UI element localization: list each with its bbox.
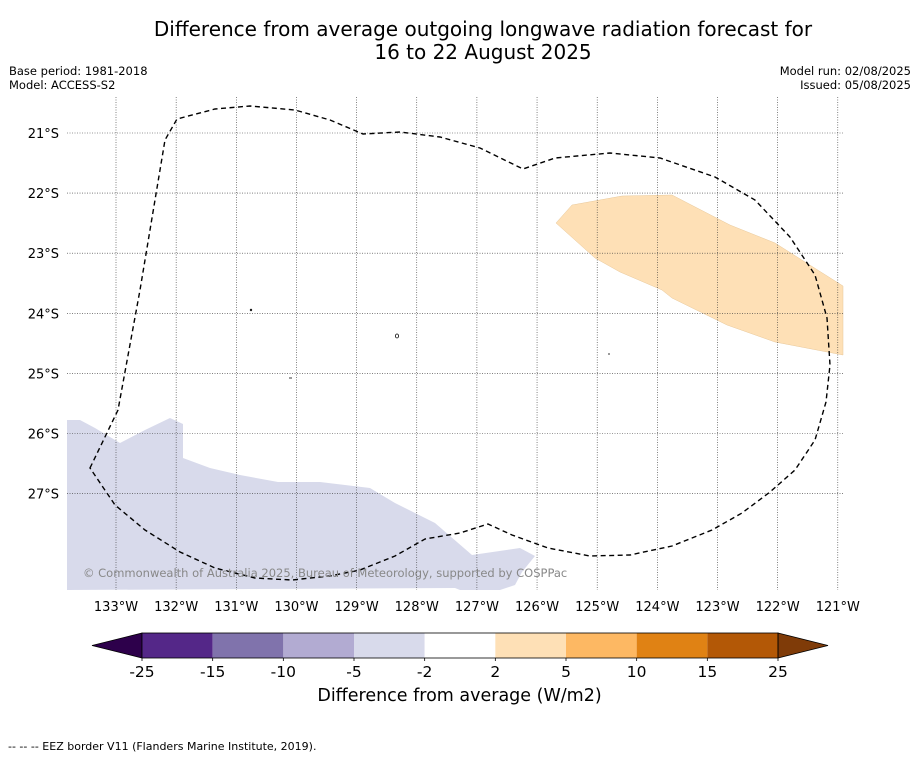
colorbar-swatch [707,633,778,658]
latitude-label: 23°S [28,247,59,262]
longitude-label: 130°W [274,600,318,615]
colorbar-swatch [354,633,425,658]
colorbar-swatch [636,633,708,658]
latitude-label: 24°S [28,307,59,322]
longitude-labels: 133°W 132°W 131°W 130°W 129°W 128°W 127°W 126°W… [94,600,860,615]
longitude-label: 123°W [695,600,739,615]
base-period: Base period: 1981-2018 [9,64,148,78]
title-line-1: Difference from average outgoing longwav… [153,17,813,41]
latitude-label: 21°S [28,127,59,142]
colorbar-swatch [283,633,354,658]
map-title: Difference from average outgoing longwav… [0,18,919,64]
longitude-label: 132°W [154,600,198,615]
colorbar-tick-label: 25 [768,663,788,681]
latitude-label: 22°S [28,187,59,202]
latitude-label: 25°S [28,367,59,382]
islands [249,308,610,379]
longitude-label: 125°W [575,600,619,615]
island-marker [249,308,253,312]
longitude-label: 129°W [335,600,379,615]
longitude-label: 122°W [756,600,800,615]
colorbar-swatch [566,633,637,658]
issued-date: Issued: 05/08/2025 [800,78,911,92]
longitude-label: 128°W [395,600,439,615]
colorbar-tick-label: 5 [561,663,571,681]
longitude-label: 121°W [816,600,860,615]
latitude-label: 26°S [28,428,59,443]
colorbar-tick-label: -15 [200,663,225,681]
map-panel: © Commonwealth of Australia 2025, Bureau… [67,97,844,590]
eez-border [89,105,831,581]
colorbar-tick-label: -2 [417,663,432,681]
model-run-date: Model run: 02/08/2025 [779,64,911,78]
run-info-left: Base period: 1981-2018 Model: ACCESS-S2 [9,64,148,92]
eez-legend-note: -- -- -- EEZ border V11 (Flanders Marine… [8,740,317,753]
colorbar-swatch [212,633,284,658]
latitude-label: 27°S [28,488,59,503]
colorbar: -25 -15 -10 -5 -2 2 5 10 15 25 [91,632,829,681]
negative-anomaly-region [67,418,535,590]
model-name: Model: ACCESS-S2 [9,78,116,92]
colorbar-tick-label: -10 [271,663,296,681]
copyright-notice: © Commonwealth of Australia 2025, Bureau… [83,566,567,580]
colorbar-tick-label: 10 [627,663,647,681]
island-marker [394,333,399,339]
run-info-right: Model run: 02/08/2025 Issued: 05/08/2025 [780,64,911,92]
positive-anomaly-region [555,194,844,356]
longitude-label: 127°W [455,600,499,615]
latitude-labels: 21°S 22°S 23°S 24°S 25°S 26°S 27°S [28,127,59,503]
colorbar-swatch [495,633,566,658]
title-line-2: 16 to 22 August 2025 [374,40,592,64]
colorbar-tick-label: -25 [129,663,154,681]
colorbar-extend-high [777,632,829,659]
colorbar-tick-label: 15 [697,663,717,681]
colorbar-outline [141,632,779,659]
colorbar-swatch [142,633,213,658]
colorbar-tick-label: 2 [490,663,500,681]
gridlines [67,97,843,590]
colorbar-extend-low [91,632,143,659]
colorbar-label: Difference from average (W/m2) [317,686,602,706]
colorbar-swatch [424,633,496,658]
longitude-label: 133°W [94,600,138,615]
longitude-label: 126°W [515,600,559,615]
longitude-label: 131°W [214,600,258,615]
colorbar-tick-label: -5 [346,663,361,681]
longitude-label: 124°W [635,600,679,615]
